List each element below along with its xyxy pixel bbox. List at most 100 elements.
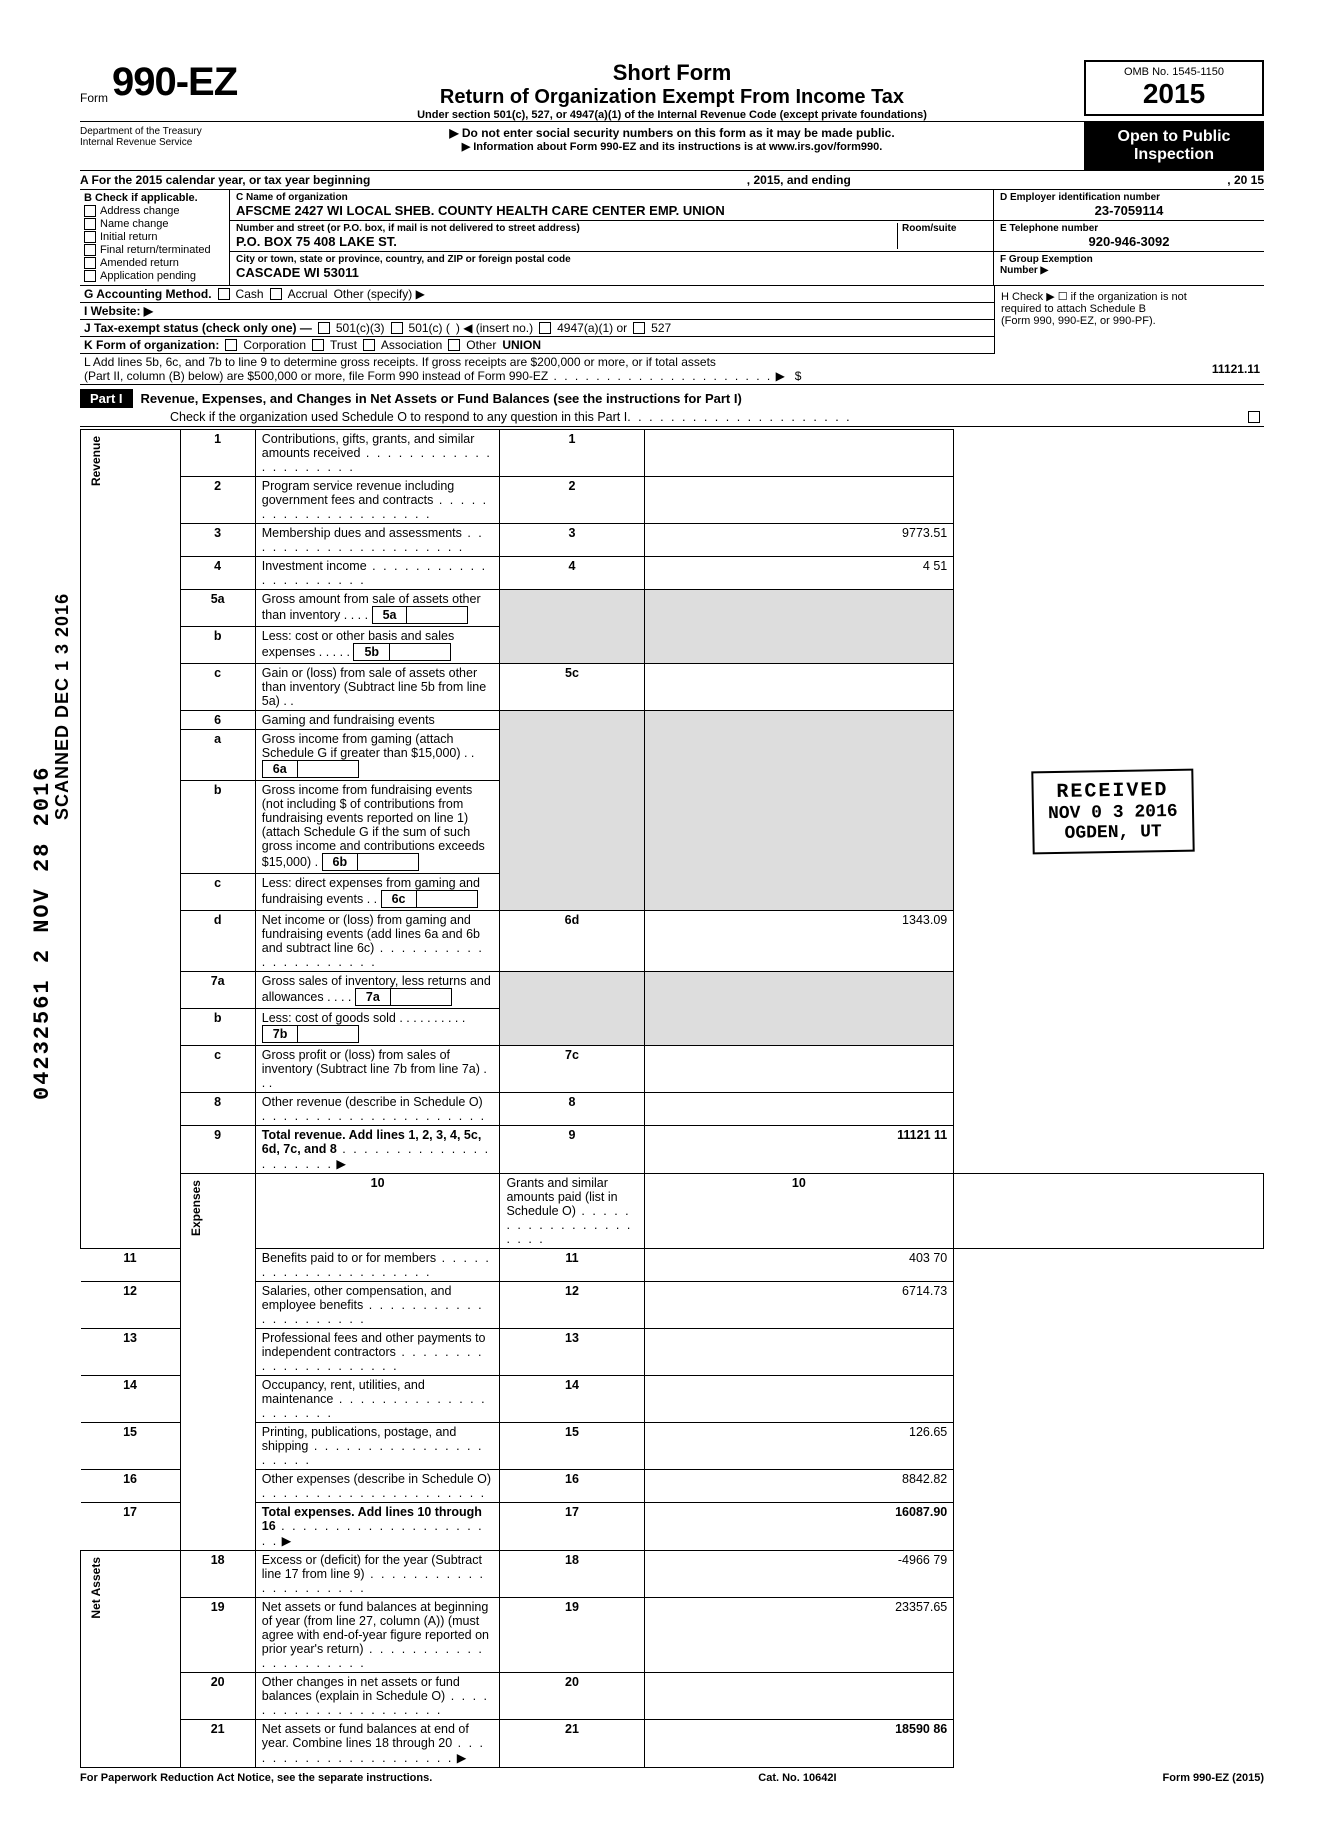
chk-amended[interactable]: Amended return bbox=[100, 257, 179, 269]
e-label: E Telephone number bbox=[1000, 223, 1258, 234]
n5c: c bbox=[180, 664, 255, 711]
stamp-date: NOV 0 3 2016 bbox=[1048, 802, 1178, 824]
i-label: I Website: ▶ bbox=[84, 304, 153, 318]
n16: 16 bbox=[81, 1470, 181, 1503]
chk-pending[interactable]: Application pending bbox=[100, 270, 196, 282]
chk-address[interactable]: Address change bbox=[100, 205, 180, 217]
b12: 12 bbox=[500, 1282, 644, 1329]
part1-header: Part I Revenue, Expenses, and Changes in… bbox=[80, 389, 1264, 408]
open-public: Open to Public bbox=[1094, 128, 1254, 146]
chk-final[interactable]: Final return/terminated bbox=[100, 244, 211, 256]
a17: 16087.90 bbox=[644, 1503, 954, 1551]
phone: 920-946-3092 bbox=[1000, 234, 1258, 249]
row-a-mid: , 2015, and ending bbox=[370, 173, 1227, 187]
chk-name[interactable]: Name change bbox=[100, 218, 169, 230]
a5c bbox=[644, 664, 954, 711]
year-suffix: 15 bbox=[1174, 78, 1205, 109]
part1-label: Part I bbox=[80, 389, 133, 408]
g-accrual[interactable]: Accrual bbox=[288, 287, 328, 301]
n4: 4 bbox=[180, 557, 255, 590]
b2: 2 bbox=[500, 477, 644, 524]
form-header: Form 990-EZ Short Form Return of Organiz… bbox=[80, 60, 1264, 121]
stamp-received: RECEIVED bbox=[1048, 779, 1178, 804]
k-corp[interactable]: Corporation bbox=[243, 338, 306, 352]
b14: 14 bbox=[500, 1376, 644, 1423]
c-name-label: C Name of organization bbox=[236, 192, 987, 203]
b18: 18 bbox=[500, 1551, 644, 1598]
chk-initial[interactable]: Initial return bbox=[100, 231, 157, 243]
ein: 23-7059114 bbox=[1000, 203, 1258, 218]
b17: 17 bbox=[500, 1503, 644, 1551]
b3: 3 bbox=[500, 524, 644, 557]
received-stamp: RECEIVED NOV 0 3 2016 OGDEN, UT bbox=[1032, 769, 1195, 855]
footer: For Paperwork Reduction Act Notice, see … bbox=[80, 1772, 1264, 1784]
row-a-left: A For the 2015 calendar year, or tax yea… bbox=[80, 173, 370, 187]
l-line1: L Add lines 5b, 6c, and 7b to line 9 to … bbox=[84, 355, 1114, 369]
a18: -4966 79 bbox=[644, 1551, 954, 1598]
n6: 6 bbox=[180, 711, 255, 730]
d6: Gaming and fundraising events bbox=[255, 711, 500, 730]
form-prefix: Form bbox=[80, 91, 108, 105]
d2: Program service revenue including govern… bbox=[262, 479, 454, 507]
d11: Benefits paid to or for members bbox=[262, 1251, 436, 1265]
a13 bbox=[644, 1329, 954, 1376]
a20 bbox=[644, 1673, 954, 1720]
n10: 10 bbox=[255, 1174, 500, 1249]
n5a: 5a bbox=[180, 590, 255, 627]
a21: 18590 86 bbox=[644, 1720, 954, 1768]
a16: 8842.82 bbox=[644, 1470, 954, 1503]
n21: 21 bbox=[180, 1720, 255, 1768]
b16: 16 bbox=[500, 1470, 644, 1503]
d4: Investment income bbox=[262, 559, 367, 573]
k-trust[interactable]: Trust bbox=[330, 338, 357, 352]
n18: 18 bbox=[180, 1551, 255, 1598]
d3: Membership dues and assessments bbox=[262, 526, 462, 540]
k-label: K Form of organization: bbox=[84, 338, 219, 352]
ib6a: 6a bbox=[263, 761, 298, 777]
j-insert: ) ◀ (insert no.) bbox=[456, 321, 533, 335]
a15: 126.65 bbox=[644, 1423, 954, 1470]
footer-right: Form 990-EZ (2015) bbox=[1163, 1772, 1264, 1784]
n9: 9 bbox=[180, 1126, 255, 1174]
city: CASCADE WI 53011 bbox=[236, 265, 987, 280]
d5c: Gain or (loss) from sale of assets other… bbox=[262, 666, 486, 708]
b11: 11 bbox=[500, 1249, 644, 1282]
j-501c3[interactable]: 501(c)(3) bbox=[336, 321, 385, 335]
ib6b: 6b bbox=[323, 854, 359, 870]
n6b: b bbox=[180, 781, 255, 874]
b9: 9 bbox=[500, 1126, 644, 1174]
b1: 1 bbox=[500, 430, 644, 477]
omb-number: OMB No. 1545-1150 bbox=[1094, 66, 1254, 78]
j-527[interactable]: 527 bbox=[651, 321, 671, 335]
d-label: D Employer identification number bbox=[1000, 192, 1258, 203]
d16: Other expenses (describe in Schedule O) bbox=[262, 1472, 491, 1486]
d8: Other revenue (describe in Schedule O) bbox=[262, 1095, 483, 1109]
g-other[interactable]: Other (specify) ▶ bbox=[334, 287, 425, 301]
street-label: Number and street (or P.O. box, if mail … bbox=[236, 223, 897, 234]
part1-title: Revenue, Expenses, and Changes in Net As… bbox=[141, 391, 1264, 406]
b13: 13 bbox=[500, 1329, 644, 1376]
k-assoc[interactable]: Association bbox=[381, 338, 442, 352]
b7c: 7c bbox=[500, 1046, 644, 1093]
f-label: F Group Exemption bbox=[1000, 254, 1258, 265]
note-info: ▶ Information about Form 990-EZ and its … bbox=[264, 140, 1080, 153]
part1-checkbox[interactable] bbox=[1248, 411, 1260, 423]
n11: 11 bbox=[81, 1249, 181, 1282]
footer-mid: Cat. No. 10642I bbox=[758, 1772, 836, 1784]
ib7b: 7b bbox=[263, 1026, 299, 1042]
j-4947[interactable]: 4947(a)(1) or bbox=[557, 321, 627, 335]
n2: 2 bbox=[180, 477, 255, 524]
b19: 19 bbox=[500, 1598, 644, 1673]
part1-check-text: Check if the organization used Schedule … bbox=[170, 410, 627, 424]
j-501c[interactable]: 501(c) ( bbox=[409, 321, 450, 335]
ib5b: 5b bbox=[354, 644, 390, 660]
g-cash[interactable]: Cash bbox=[236, 287, 264, 301]
ib6c: 6c bbox=[382, 891, 417, 907]
k-other[interactable]: Other bbox=[466, 338, 496, 352]
a2 bbox=[644, 477, 954, 524]
footer-left: For Paperwork Reduction Act Notice, see … bbox=[80, 1772, 432, 1784]
row-i: I Website: ▶ bbox=[80, 303, 994, 320]
stamp-place: OGDEN, UT bbox=[1049, 822, 1179, 844]
n6a: a bbox=[180, 730, 255, 781]
f-label2: Number ▶ bbox=[1000, 265, 1258, 276]
